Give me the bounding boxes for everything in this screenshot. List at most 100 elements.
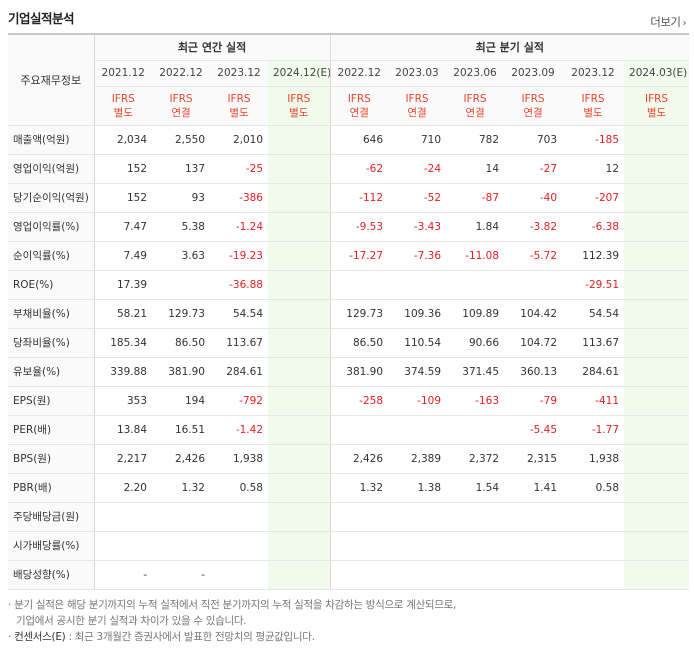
- quarterly-group-header: 최근 분기 실적: [329, 33, 690, 61]
- row-label: 순이익률(%): [8, 241, 94, 271]
- table-cell: [329, 501, 389, 532]
- row-label: 시가배당률(%): [8, 531, 94, 561]
- basis-standard: IFRS: [405, 92, 429, 105]
- row-label: PER(배): [8, 415, 94, 445]
- table-cell: 371.45: [446, 357, 505, 387]
- table-cell: -87: [446, 183, 505, 213]
- table-cell: 7.47: [93, 211, 152, 242]
- table-cell: 1,938: [562, 444, 625, 474]
- table-cell: 1,938: [210, 444, 268, 474]
- table-cell: 0.58: [562, 473, 625, 503]
- row-label: PBR(배): [8, 473, 94, 503]
- table-cell: -386: [210, 183, 268, 213]
- table-cell: [624, 531, 690, 561]
- table-cell: [268, 385, 331, 416]
- table-cell: 360.13: [504, 357, 563, 387]
- table-cell: [268, 211, 331, 242]
- table-cell: 104.42: [504, 298, 563, 329]
- period-header: 2023.06: [446, 60, 505, 87]
- basis-header: IFRS 별도: [93, 86, 152, 126]
- table-cell: -40: [504, 183, 563, 213]
- financial-table: 주요재무정보 최근 연간 실적 최근 분기 실적 2021.12 2022.12 2…: [8, 33, 690, 590]
- table-cell: [504, 501, 563, 532]
- table-cell: [624, 328, 690, 358]
- table-cell: [268, 473, 331, 503]
- table-cell: 2,315: [504, 444, 563, 474]
- row-label: 주당배당금(원): [8, 501, 94, 532]
- table-cell: 1.38: [388, 473, 447, 503]
- table-row: 당좌비율(%) 185.34 86.50 113.67 86.50 110.54 90.66…: [8, 328, 690, 358]
- table-cell: -62: [329, 154, 389, 184]
- footnotes: · 분기 실적은 해당 분기까지의 누적 실적에서 직전 분기까지의 누적 실적…: [8, 597, 456, 645]
- table-cell: 129.73: [152, 298, 210, 329]
- table-cell: -19.23: [210, 241, 268, 271]
- table-cell: 2,217: [93, 444, 152, 474]
- table-cell: [624, 124, 690, 155]
- table-cell: [268, 357, 331, 387]
- table-cell: -7.36: [388, 241, 447, 271]
- period-header: 2023.12: [562, 60, 625, 87]
- table-cell: -36.88: [210, 270, 268, 300]
- table-cell: [624, 473, 690, 503]
- table-cell: -1.77: [562, 415, 625, 445]
- table-cell: [624, 183, 690, 213]
- table-cell: -109: [388, 385, 447, 416]
- table-cell: -9.53: [329, 211, 389, 242]
- table-cell: [93, 531, 152, 561]
- table-cell: [624, 357, 690, 387]
- row-label: ROE(%): [8, 270, 94, 300]
- basis-type: 별도: [646, 106, 667, 119]
- period-header: 2023.12: [210, 60, 268, 87]
- table-cell: -1.42: [210, 415, 268, 445]
- table-cell: 58.21: [93, 298, 152, 329]
- table-cell: [388, 270, 447, 300]
- table-cell: [268, 298, 331, 329]
- period-header: 2023.09: [504, 60, 563, 87]
- row-label: 배당성향(%): [8, 560, 94, 590]
- table-row: 당기순이익(억원) 152 93 -386 -112 -52 -87 -40 -207: [8, 183, 690, 213]
- table-cell: -5.45: [504, 415, 563, 445]
- table-cell: -11.08: [446, 241, 505, 271]
- row-label: 영업이익률(%): [8, 211, 94, 242]
- table-cell: 646: [329, 124, 389, 155]
- table-cell: [446, 560, 505, 590]
- basis-type: 별도: [583, 106, 603, 119]
- basis-standard: IFRS: [463, 92, 487, 105]
- basis-standard: IFRS: [644, 92, 669, 105]
- basis-standard: IFRS: [287, 92, 311, 105]
- table-cell: -207: [562, 183, 625, 213]
- basis-standard: IFRS: [521, 92, 545, 105]
- table-cell: [268, 415, 331, 445]
- table-cell: 2,426: [329, 444, 389, 474]
- table-cell: -29.51: [562, 270, 625, 300]
- table-cell: 110.54: [388, 328, 447, 358]
- table-cell: 2,389: [388, 444, 447, 474]
- row-label: 부채비율(%): [8, 298, 94, 329]
- table-cell: 14: [446, 154, 505, 184]
- table-cell: 113.67: [210, 328, 268, 358]
- table-cell: [562, 531, 625, 561]
- table-cell: [388, 531, 447, 561]
- period-header: 2023.03: [388, 60, 447, 87]
- table-cell: 129.73: [329, 298, 389, 329]
- table-cell: [624, 560, 690, 590]
- table-cell: 353: [93, 385, 152, 416]
- table-cell: [624, 444, 690, 474]
- table-cell: [624, 270, 690, 300]
- table-cell: 90.66: [446, 328, 505, 358]
- table-cell: [388, 560, 447, 590]
- annual-group-header: 최근 연간 실적: [93, 33, 331, 61]
- basis-standard: IFRS: [581, 92, 605, 105]
- table-cell: [268, 531, 331, 561]
- table-cell: [268, 444, 331, 474]
- row-label: 유보율(%): [8, 357, 94, 387]
- basis-type: 연결: [407, 106, 427, 119]
- more-link[interactable]: 더보기 ›: [650, 14, 686, 30]
- basis-header: IFRS 연결: [504, 86, 563, 126]
- table-cell: -258: [329, 385, 389, 416]
- table-cell: 2,372: [446, 444, 505, 474]
- basis-header: IFRS 연결: [152, 86, 210, 126]
- row-header-label: 주요재무정보: [8, 33, 94, 126]
- table-cell: -3.82: [504, 211, 563, 242]
- basis-type: 연결: [465, 106, 485, 119]
